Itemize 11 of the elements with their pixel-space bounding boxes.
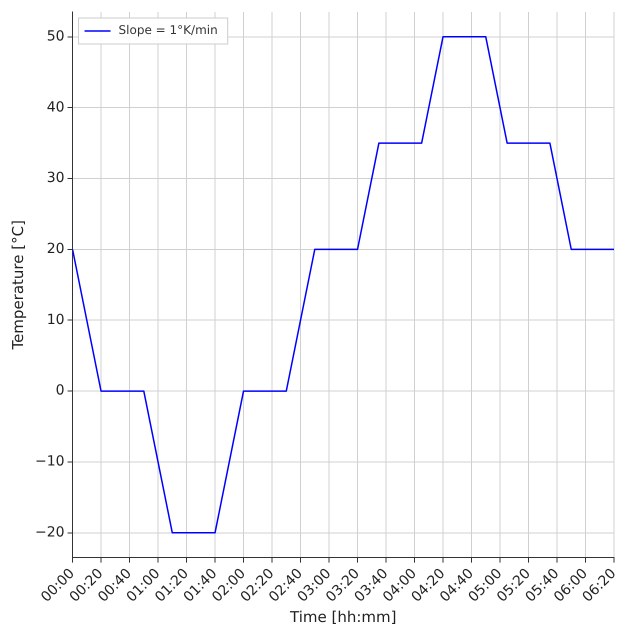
y-tick-label: 50 (46, 28, 65, 44)
y-tick-label: −20 (35, 524, 65, 540)
y-tick-label: 40 (46, 99, 65, 116)
x-axis-title: Time [hh:mm] (289, 608, 397, 626)
y-tick-label: −10 (35, 454, 65, 470)
y-tick-label: 30 (46, 170, 65, 186)
y-axis-title: Temperature [°C] (8, 220, 27, 351)
y-tick-label: 10 (46, 312, 65, 328)
y-tick-label: 20 (46, 241, 65, 258)
legend-label: Slope = 1°K/min (118, 23, 218, 38)
y-tick-label: 0 (56, 382, 65, 399)
